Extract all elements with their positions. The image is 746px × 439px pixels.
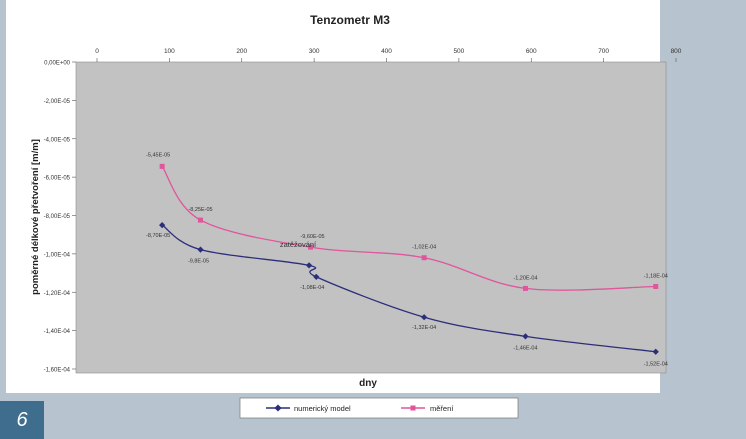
- plot-area: [75, 61, 667, 374]
- data-point: [159, 221, 166, 229]
- annotation-label: zatěžování: [280, 240, 317, 249]
- y-tick-label: -6,00E-05: [44, 176, 71, 182]
- data-point: [305, 262, 313, 269]
- x-tick-label: 0: [95, 48, 99, 55]
- data-point: [522, 285, 528, 291]
- legend-label-measured: měření: [430, 404, 454, 413]
- data-label: -1,52E-04: [644, 362, 668, 368]
- x-tick-label: 300: [309, 48, 320, 55]
- data-point: [653, 283, 659, 289]
- legend-marker-measured: [410, 405, 416, 411]
- figure-number-badge: 6: [0, 401, 44, 439]
- y-tick-label: -4,00E-05: [44, 137, 71, 143]
- y-tick-label: -1,40E-04: [44, 329, 71, 335]
- y-tick-label: -2,00E-05: [44, 99, 71, 105]
- y-axis: 0,00E+00 -2,00E-05 -4,00E-05 -6,00E-05 -8,00…: [44, 61, 76, 374]
- chart-title: Tenzometr M3: [310, 13, 390, 27]
- data-label: -5,45E-05: [146, 152, 170, 158]
- data-point: [421, 255, 427, 261]
- data-label: -1,18E-04: [644, 273, 668, 279]
- x-axis-label: dny: [359, 378, 377, 389]
- y-tick-label: -8,00E-05: [44, 214, 71, 220]
- y-tick-label: -1,00E-04: [44, 252, 71, 258]
- data-point: [197, 246, 204, 253]
- data-label: -8,70E-05: [146, 233, 170, 239]
- data-label: -1,02E-04: [412, 245, 436, 251]
- legend-marker-numeric: [274, 404, 282, 412]
- data-point: [197, 217, 203, 223]
- x-tick-label: 400: [381, 48, 392, 55]
- x-tick-label: 800: [671, 48, 682, 55]
- data-point: [421, 314, 428, 321]
- data-label: -1,46E-04: [513, 345, 537, 351]
- data-point: [159, 163, 165, 169]
- data-label: -8,25E-05: [188, 207, 212, 213]
- legend: numerický model měření: [239, 397, 519, 419]
- series-line: [161, 224, 656, 353]
- x-tick-label: 500: [453, 48, 464, 55]
- legend-box: [239, 397, 519, 419]
- data-label: -9,8E-05: [188, 259, 209, 265]
- data-label: -1,20E-04: [513, 275, 537, 281]
- data-label: -1,32E-04: [412, 325, 436, 331]
- data-point: [308, 244, 314, 250]
- x-axis: 0 100 200 300 400 500 600 700 800: [95, 48, 682, 62]
- y-tick-label: -1,60E-04: [44, 368, 71, 374]
- data-label: -9,60E-05: [300, 234, 324, 240]
- x-tick-label: 600: [526, 48, 537, 55]
- data-label: -1,08E-04: [300, 285, 324, 291]
- y-tick-label: 0,00E+00: [44, 61, 71, 67]
- y-axis-label: poměrné délkové přetvoření [m/m]: [30, 139, 41, 295]
- x-tick-label: 700: [598, 48, 609, 55]
- legend-label-numeric: numerický model: [294, 404, 351, 413]
- x-tick-label: 100: [164, 48, 175, 55]
- y-tick-label: -1,20E-04: [44, 291, 71, 297]
- data-point: [313, 273, 320, 281]
- x-tick-label: 200: [236, 48, 247, 55]
